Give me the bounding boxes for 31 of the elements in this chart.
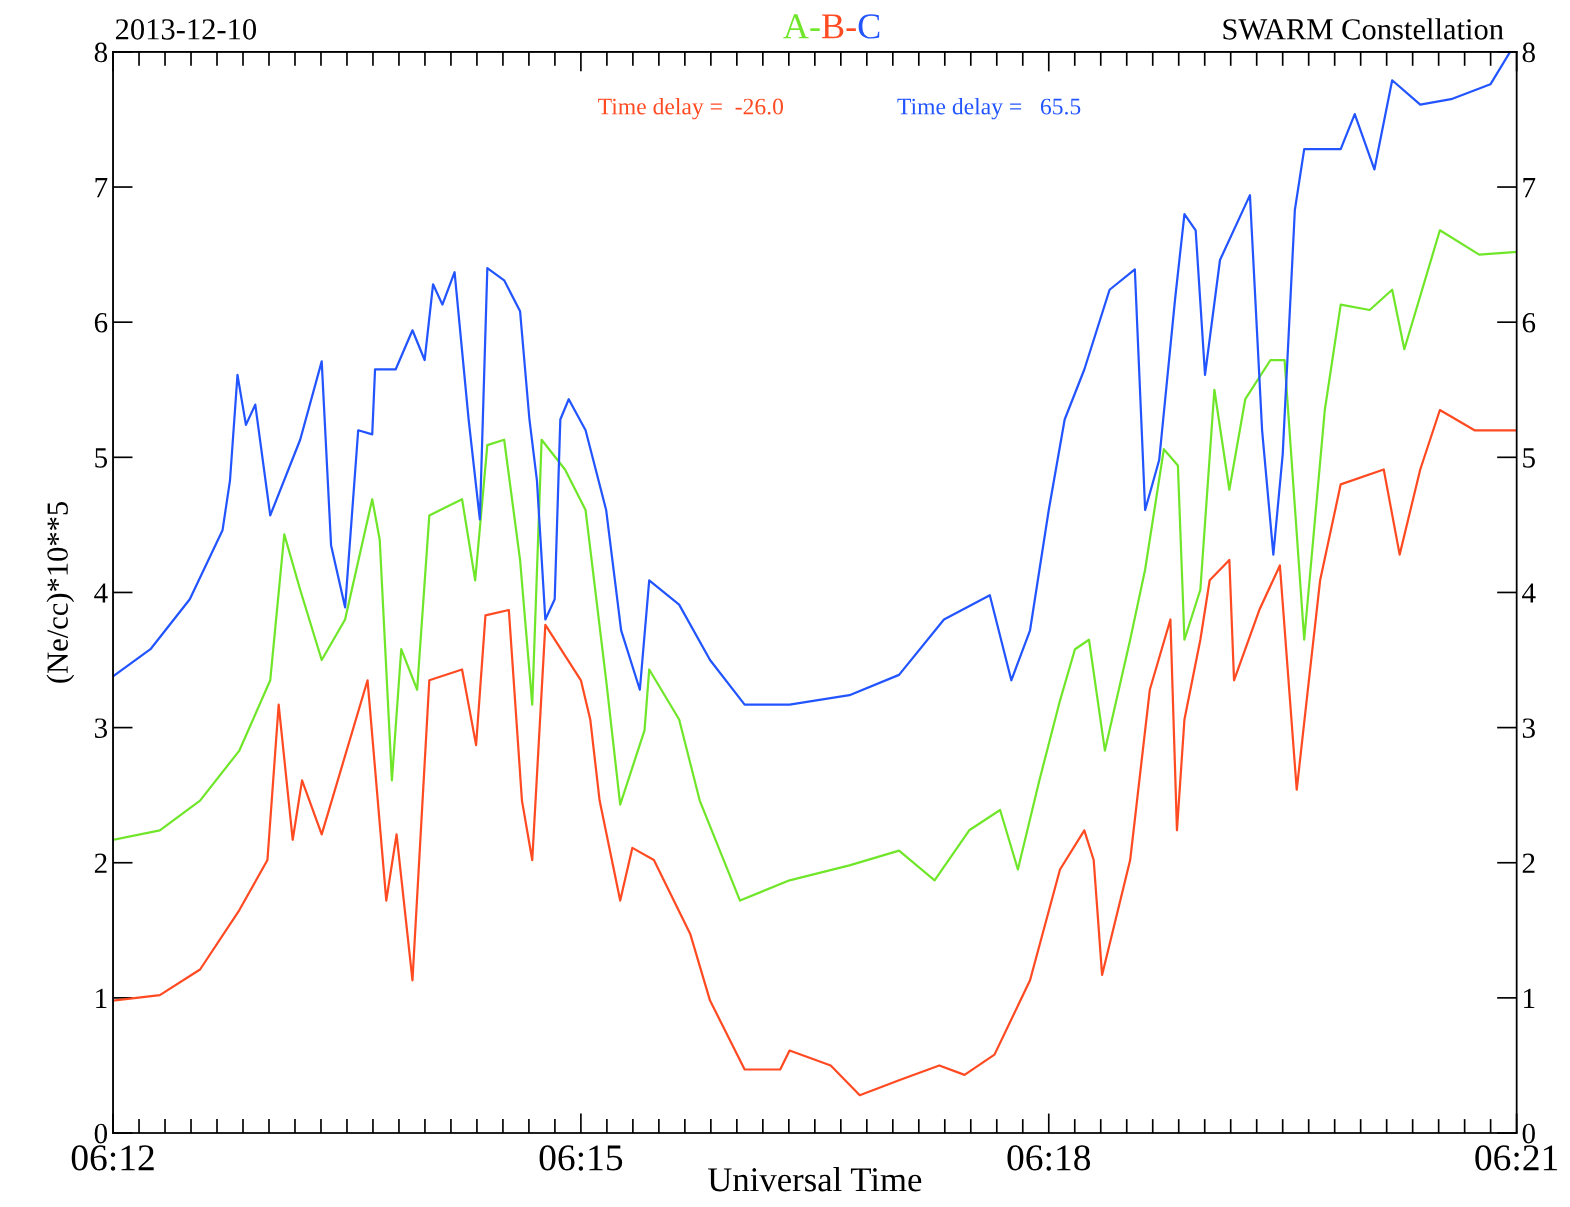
annotation: Time delay = -26.0 [598, 97, 784, 120]
y-tick-label: 1 [96, 988, 107, 1008]
y-tick-label: 2 [94, 853, 107, 873]
y2-tick-label: 1 [1524, 988, 1535, 1008]
x-tick-label: 06:21 [1475, 1145, 1558, 1171]
x-tick-label: 06:15 [539, 1145, 623, 1171]
y-tick-label: 4 [94, 583, 108, 603]
chart-title: 2013-12-10 [115, 19, 257, 40]
y2-tick-label: 6 [1522, 312, 1536, 333]
annotation: Time delay = 65.5 [897, 97, 1081, 120]
y2-tick-label: 3 [1522, 718, 1535, 738]
x-tick-label: 06:18 [1007, 1145, 1091, 1171]
text: C [858, 14, 880, 39]
y-axis-title: (Ne/cc)*10**5 [46, 502, 75, 683]
y-tick-label: 7 [95, 178, 108, 198]
y-tick-label: 8 [94, 42, 108, 63]
x-axis-title: Universal Time [707, 1167, 922, 1192]
text: B- [822, 14, 856, 39]
y2-tick-label: 7 [1523, 178, 1536, 198]
chart-subtitle: SWARM Constellation [1223, 18, 1504, 40]
y2-tick-label: 0 [1522, 1123, 1535, 1144]
x-tick-label: 06:12 [71, 1145, 154, 1171]
y2-tick-label: 4 [1522, 583, 1536, 603]
y-tick-label: 3 [94, 718, 108, 738]
y2-tick-label: 5 [1523, 448, 1535, 468]
y-tick-label: 6 [94, 312, 108, 333]
text: A- [783, 14, 820, 39]
y-tick-label: 5 [95, 448, 108, 468]
y-tick-label: 0 [94, 1123, 108, 1144]
y2-tick-label: 2 [1522, 853, 1535, 873]
y2-tick-label: 8 [1522, 42, 1535, 63]
